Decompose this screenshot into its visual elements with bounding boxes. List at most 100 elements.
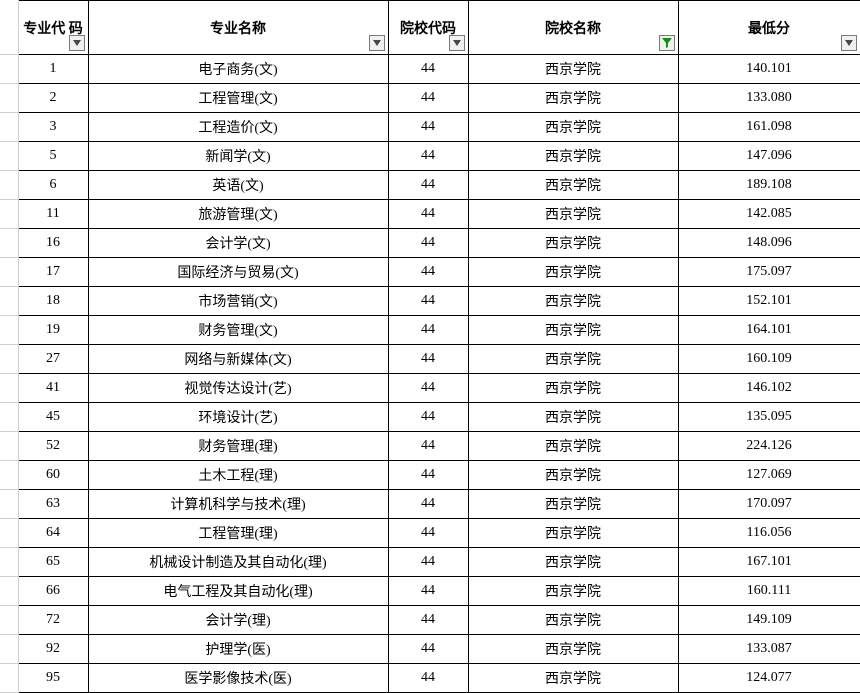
cell-school-name[interactable]: 西京学院 — [468, 664, 678, 693]
cell-min-score[interactable]: 124.077 — [678, 664, 860, 693]
cell-major-name[interactable]: 电气工程及其自动化(理) — [88, 577, 388, 606]
cell-major-code[interactable]: 65 — [18, 548, 88, 577]
cell-school-name[interactable]: 西京学院 — [468, 113, 678, 142]
cell-school-name[interactable]: 西京学院 — [468, 490, 678, 519]
cell-school-code[interactable]: 44 — [388, 345, 468, 374]
cell-min-score[interactable]: 170.097 — [678, 490, 860, 519]
cell-major-code[interactable]: 63 — [18, 490, 88, 519]
cell-major-name[interactable]: 旅游管理(文) — [88, 200, 388, 229]
cell-school-name[interactable]: 西京学院 — [468, 258, 678, 287]
cell-min-score[interactable]: 189.108 — [678, 171, 860, 200]
cell-major-name[interactable]: 会计学(理) — [88, 606, 388, 635]
cell-school-name[interactable]: 西京学院 — [468, 577, 678, 606]
cell-school-code[interactable]: 44 — [388, 403, 468, 432]
cell-school-code[interactable]: 44 — [388, 287, 468, 316]
cell-major-name[interactable]: 市场营销(文) — [88, 287, 388, 316]
cell-school-name[interactable]: 西京学院 — [468, 432, 678, 461]
cell-school-name[interactable]: 西京学院 — [468, 403, 678, 432]
cell-school-code[interactable]: 44 — [388, 635, 468, 664]
cell-school-code[interactable]: 44 — [388, 84, 468, 113]
cell-major-code[interactable]: 19 — [18, 316, 88, 345]
cell-school-code[interactable]: 44 — [388, 490, 468, 519]
cell-major-code[interactable]: 3 — [18, 113, 88, 142]
cell-major-name[interactable]: 新闻学(文) — [88, 142, 388, 171]
cell-min-score[interactable]: 149.109 — [678, 606, 860, 635]
filter-dropdown-icon[interactable] — [369, 35, 385, 51]
cell-school-code[interactable]: 44 — [388, 113, 468, 142]
cell-school-code[interactable]: 44 — [388, 374, 468, 403]
cell-major-name[interactable]: 环境设计(艺) — [88, 403, 388, 432]
cell-major-code[interactable]: 64 — [18, 519, 88, 548]
cell-school-name[interactable]: 西京学院 — [468, 345, 678, 374]
cell-major-name[interactable]: 护理学(医) — [88, 635, 388, 664]
cell-min-score[interactable]: 133.087 — [678, 635, 860, 664]
cell-min-score[interactable]: 142.085 — [678, 200, 860, 229]
cell-major-name[interactable]: 土木工程(理) — [88, 461, 388, 490]
cell-major-name[interactable]: 电子商务(文) — [88, 55, 388, 84]
cell-school-name[interactable]: 西京学院 — [468, 287, 678, 316]
cell-school-code[interactable]: 44 — [388, 606, 468, 635]
filter-active-icon[interactable] — [659, 35, 675, 51]
cell-min-score[interactable]: 167.101 — [678, 548, 860, 577]
cell-major-name[interactable]: 国际经济与贸易(文) — [88, 258, 388, 287]
cell-school-name[interactable]: 西京学院 — [468, 548, 678, 577]
cell-major-code[interactable]: 60 — [18, 461, 88, 490]
cell-school-name[interactable]: 西京学院 — [468, 374, 678, 403]
cell-min-score[interactable]: 135.095 — [678, 403, 860, 432]
cell-major-code[interactable]: 18 — [18, 287, 88, 316]
cell-major-code[interactable]: 52 — [18, 432, 88, 461]
cell-major-code[interactable]: 45 — [18, 403, 88, 432]
cell-major-code[interactable]: 16 — [18, 229, 88, 258]
cell-school-code[interactable]: 44 — [388, 258, 468, 287]
cell-major-name[interactable]: 工程管理(文) — [88, 84, 388, 113]
cell-school-code[interactable]: 44 — [388, 432, 468, 461]
cell-major-code[interactable]: 41 — [18, 374, 88, 403]
cell-major-code[interactable]: 17 — [18, 258, 88, 287]
cell-major-code[interactable]: 6 — [18, 171, 88, 200]
cell-min-score[interactable]: 116.056 — [678, 519, 860, 548]
cell-school-name[interactable]: 西京学院 — [468, 55, 678, 84]
cell-major-code[interactable]: 5 — [18, 142, 88, 171]
cell-major-code[interactable]: 72 — [18, 606, 88, 635]
cell-school-code[interactable]: 44 — [388, 461, 468, 490]
cell-min-score[interactable]: 146.102 — [678, 374, 860, 403]
cell-school-code[interactable]: 44 — [388, 142, 468, 171]
cell-min-score[interactable]: 175.097 — [678, 258, 860, 287]
cell-school-name[interactable]: 西京学院 — [468, 84, 678, 113]
cell-major-name[interactable]: 工程管理(理) — [88, 519, 388, 548]
cell-school-name[interactable]: 西京学院 — [468, 171, 678, 200]
cell-min-score[interactable]: 160.109 — [678, 345, 860, 374]
cell-school-code[interactable]: 44 — [388, 55, 468, 84]
cell-major-name[interactable]: 计算机科学与技术(理) — [88, 490, 388, 519]
cell-major-code[interactable]: 92 — [18, 635, 88, 664]
cell-major-name[interactable]: 英语(文) — [88, 171, 388, 200]
cell-major-name[interactable]: 工程造价(文) — [88, 113, 388, 142]
cell-major-name[interactable]: 财务管理(文) — [88, 316, 388, 345]
cell-school-code[interactable]: 44 — [388, 316, 468, 345]
cell-major-name[interactable]: 医学影像技术(医) — [88, 664, 388, 693]
cell-school-name[interactable]: 西京学院 — [468, 229, 678, 258]
cell-school-name[interactable]: 西京学院 — [468, 519, 678, 548]
cell-major-code[interactable]: 1 — [18, 55, 88, 84]
cell-school-code[interactable]: 44 — [388, 171, 468, 200]
cell-major-code[interactable]: 66 — [18, 577, 88, 606]
cell-school-code[interactable]: 44 — [388, 664, 468, 693]
cell-school-name[interactable]: 西京学院 — [468, 635, 678, 664]
cell-school-name[interactable]: 西京学院 — [468, 200, 678, 229]
cell-min-score[interactable]: 133.080 — [678, 84, 860, 113]
cell-school-name[interactable]: 西京学院 — [468, 606, 678, 635]
cell-school-code[interactable]: 44 — [388, 229, 468, 258]
cell-min-score[interactable]: 161.098 — [678, 113, 860, 142]
cell-school-name[interactable]: 西京学院 — [468, 461, 678, 490]
cell-school-code[interactable]: 44 — [388, 548, 468, 577]
cell-min-score[interactable]: 152.101 — [678, 287, 860, 316]
filter-dropdown-icon[interactable] — [449, 35, 465, 51]
cell-school-name[interactable]: 西京学院 — [468, 316, 678, 345]
cell-major-name[interactable]: 网络与新媒体(文) — [88, 345, 388, 374]
cell-major-name[interactable]: 会计学(文) — [88, 229, 388, 258]
cell-major-name[interactable]: 机械设计制造及其自动化(理) — [88, 548, 388, 577]
cell-major-name[interactable]: 视觉传达设计(艺) — [88, 374, 388, 403]
cell-school-code[interactable]: 44 — [388, 519, 468, 548]
cell-school-code[interactable]: 44 — [388, 200, 468, 229]
cell-major-code[interactable]: 2 — [18, 84, 88, 113]
